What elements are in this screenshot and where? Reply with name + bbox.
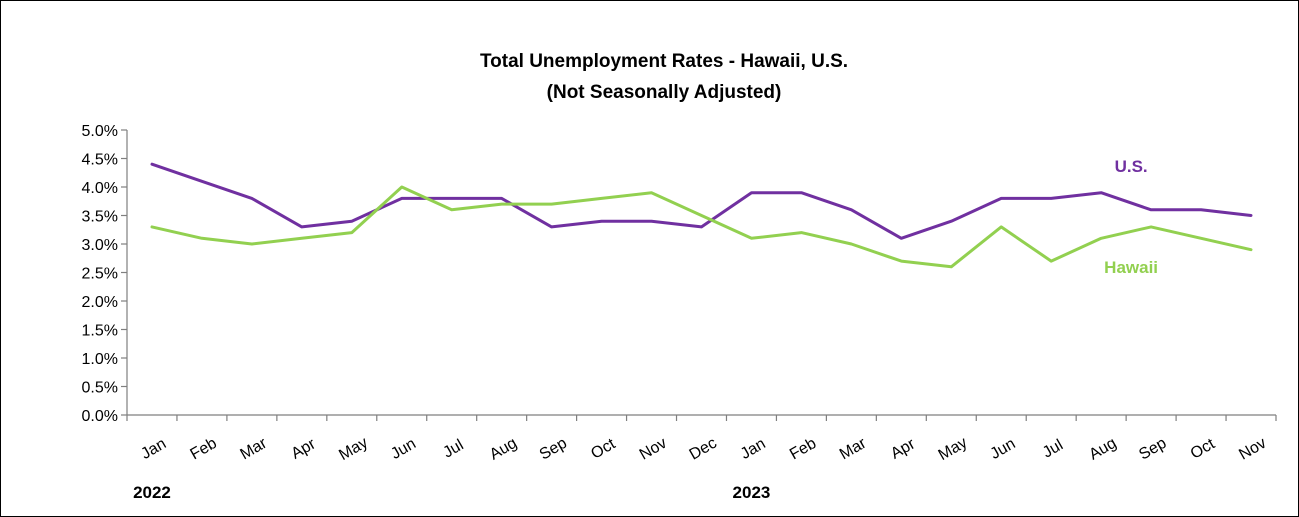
x-tick-label: May xyxy=(336,434,371,464)
y-tick-label: 3.5% xyxy=(82,209,118,226)
series-line xyxy=(150,185,1253,269)
x-tick-label: Nov xyxy=(637,435,670,464)
year-label: 2023 xyxy=(733,483,771,502)
x-tick-label: Mar xyxy=(837,435,870,464)
y-axis-tick-labels: 0.0% 0.5% 1.0% 1.5% 2.0% 2.5% 3.0% 3.5% 4.0% 4.5%… xyxy=(82,123,118,425)
y-tick-label: 3.0% xyxy=(82,237,118,254)
y-tick-label: 4.0% xyxy=(82,180,118,197)
year-labels: 2022 2023 xyxy=(133,483,770,502)
chart-axes xyxy=(121,129,1277,421)
y-tick-label: 0.0% xyxy=(82,408,118,425)
series-lines xyxy=(150,162,1253,269)
x-tick-label: Sep xyxy=(537,435,570,464)
y-tick-label: 1.0% xyxy=(82,351,118,368)
x-tick-label: Aug xyxy=(487,435,520,464)
x-tick-label: Sep xyxy=(1136,435,1169,464)
x-axis-tick-labels: Jan Feb Mar Apr May Jun Jul Aug Sep Oct Nov Dec Jan F… xyxy=(138,434,1269,464)
series-name-label: U.S. xyxy=(1115,157,1148,176)
x-tick-label: Dec xyxy=(687,435,720,464)
x-tick-label: Apr xyxy=(888,435,919,463)
x-tick-label: Jun xyxy=(988,435,1019,463)
x-tick-label: Apr xyxy=(289,435,320,463)
x-tick-label: Feb xyxy=(787,435,819,464)
y-tick-label: 2.0% xyxy=(82,294,118,311)
y-tick-label: 0.5% xyxy=(82,380,118,397)
series-line xyxy=(150,162,1253,240)
x-tick-label: Jul xyxy=(440,437,466,462)
chart-title-line-1: Total Unemployment Rates - Hawaii, U.S. xyxy=(480,51,848,72)
y-tick-label: 4.5% xyxy=(82,152,118,169)
x-tick-label: Jun xyxy=(388,435,419,463)
x-tick-label: Oct xyxy=(1188,435,1219,462)
x-tick-label: Jan xyxy=(138,435,169,463)
x-tick-label: Jul xyxy=(1040,437,1066,462)
x-tick-label: May xyxy=(936,434,971,464)
series-name-label: Hawaii xyxy=(1104,258,1158,277)
x-tick-label: Oct xyxy=(588,435,619,462)
x-tick-label: Aug xyxy=(1086,435,1119,464)
x-tick-label: Jan xyxy=(738,435,769,463)
x-tick-label: Mar xyxy=(237,435,270,464)
x-tick-label: Nov xyxy=(1236,435,1269,464)
x-tick-label: Feb xyxy=(187,435,219,464)
year-label: 2022 xyxy=(133,483,171,502)
series-labels: U.S. Hawaii xyxy=(1104,157,1158,277)
y-tick-label: 1.5% xyxy=(82,323,118,340)
y-tick-label: 5.0% xyxy=(82,123,118,140)
y-tick-label: 2.5% xyxy=(82,266,118,283)
chart-title-line-2: (Not Seasonally Adjusted) xyxy=(547,82,782,103)
